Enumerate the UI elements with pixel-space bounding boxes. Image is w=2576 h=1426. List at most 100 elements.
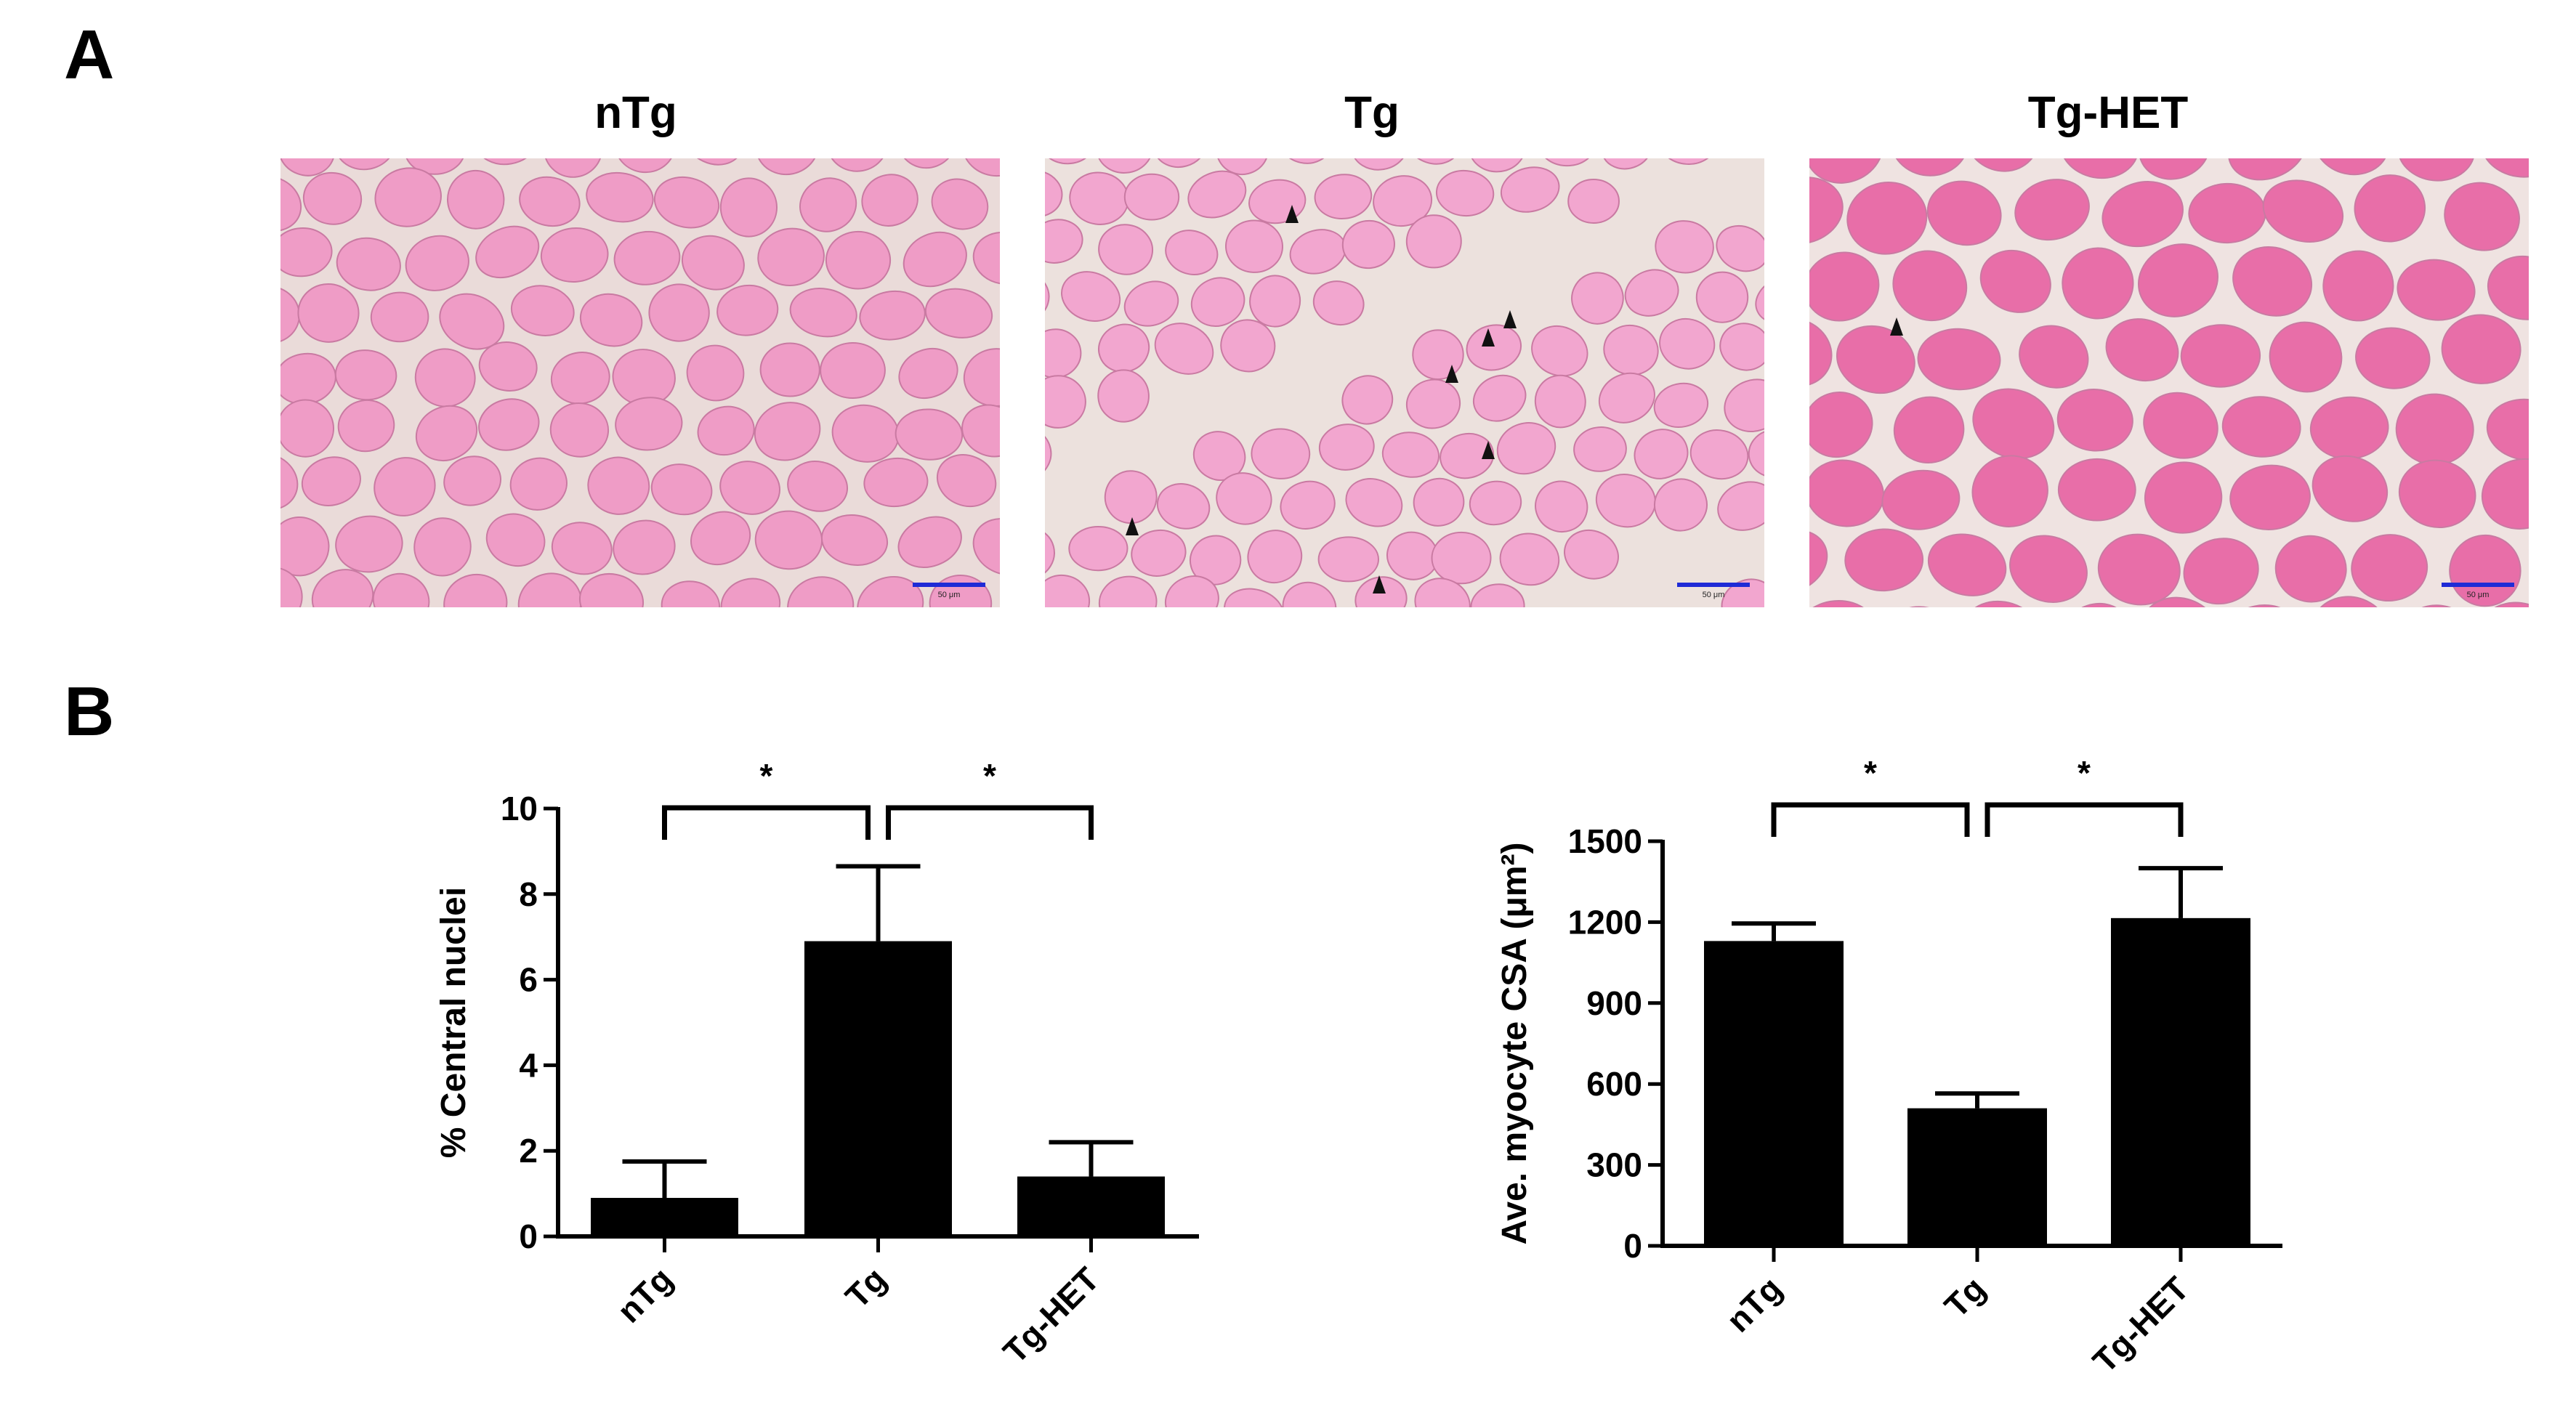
scale-bar-label: 50 μm (938, 591, 961, 599)
muscle-fiber (302, 171, 363, 225)
muscle-fiber (1655, 220, 1714, 274)
muscle-fiber (1573, 426, 1627, 472)
scale-bar-label: 50 μm (2467, 591, 2490, 599)
muscle-fiber (1534, 374, 1586, 429)
arrowhead-marker (1285, 205, 1299, 223)
muscle-fiber (2262, 179, 2344, 243)
muscle-fiber (720, 578, 781, 607)
muscle-fiber (1748, 429, 1764, 478)
muscle-fiber (1717, 481, 1764, 531)
muscle-fiber (2232, 246, 2313, 317)
muscle-fiber (1131, 529, 1187, 577)
muscle-fiber (336, 237, 401, 291)
muscle-fiber (615, 397, 683, 451)
muscle-fiber (405, 235, 469, 291)
significance-bracket (1771, 802, 1970, 837)
muscle-fiber (2009, 535, 2088, 603)
muscle-fiber (543, 158, 603, 178)
muscle-fiber (1187, 170, 1247, 219)
muscle-fiber (1189, 535, 1242, 586)
muscle-fiber (690, 511, 751, 566)
muscle-fiber (1251, 428, 1311, 479)
muscle-fiber (1247, 530, 1303, 584)
muscle-fiber (1564, 529, 1619, 580)
muscle-fiber (2097, 533, 2181, 606)
muscle-fiber (1405, 378, 1461, 429)
muscle-fiber (757, 227, 825, 286)
muscle-fiber (519, 176, 581, 227)
muscle-fiber (2101, 181, 2184, 248)
muscle-fiber (2062, 247, 2134, 320)
muscle-fiber (1096, 158, 1153, 174)
y-tick-label: 10 (501, 790, 538, 827)
muscle-fiber (924, 288, 993, 339)
muscle-fiber (716, 284, 779, 336)
muscle-fiber (1045, 158, 1096, 165)
muscle-fiber (475, 225, 540, 279)
muscle-fiber (2019, 325, 2089, 389)
muscle-fiber (439, 293, 505, 350)
muscle-fiber (1154, 323, 1214, 375)
muscle-fiber (825, 230, 892, 290)
muscle-fiber (681, 235, 745, 291)
muscle-fiber (613, 230, 681, 285)
muscle-fiber (1098, 323, 1150, 373)
muscle-fiber (1318, 424, 1375, 471)
muscle-fiber (1659, 317, 1716, 370)
muscle-fiber (280, 516, 330, 577)
muscle-fiber (2140, 596, 2221, 607)
muscle-fiber (1156, 483, 1211, 530)
x-tick-label: Tg-HET (2086, 1269, 2196, 1380)
muscle-fiber (1624, 269, 1679, 317)
muscle-fiber (404, 158, 466, 175)
muscle-fiber (1653, 382, 1709, 428)
muscle-fiber (311, 569, 374, 607)
muscle-fiber (509, 457, 568, 511)
muscle-fiber (2397, 158, 2476, 182)
muscle-fiber (1098, 575, 1158, 607)
muscle-fiber (2105, 318, 2179, 382)
muscle-fiber (1658, 158, 1718, 165)
muscle-fiber (1216, 472, 1272, 525)
muscle-fiber (2056, 389, 2133, 452)
muscle-fiber (1068, 525, 1128, 572)
muscle-fiber (1314, 174, 1373, 219)
muscle-fiber (280, 158, 336, 177)
arrowhead-marker (1126, 517, 1139, 535)
muscle-fiber (1724, 378, 1764, 432)
muscle-fibers (280, 158, 1000, 607)
muscle-fiber (1466, 324, 1522, 371)
muscle-fiber (1045, 375, 1086, 429)
muscle-fiber (1809, 158, 1884, 184)
muscle-fiber (820, 341, 886, 400)
muscle-fiber (551, 522, 613, 575)
muscle-fiber (1971, 455, 2048, 527)
muscle-fiber (1500, 166, 1560, 213)
muscle-fiber (478, 341, 538, 392)
y-tick-label: 2 (519, 1132, 538, 1170)
muscle-fiber (1280, 480, 1336, 530)
muscle-fiber (2183, 538, 2259, 605)
muscle-fiber (550, 352, 610, 405)
muscle-fiber (897, 516, 962, 568)
muscle-fiber (1654, 478, 1708, 532)
muscle-fiber (2444, 182, 2520, 251)
muscle-fiber (1282, 581, 1337, 607)
muscle-fiber (415, 405, 478, 461)
y-tick-label: 1200 (1568, 903, 1642, 941)
muscle-fiber (578, 573, 645, 607)
y-axis-label: Ave. myocyte CSA (μm²) (1495, 843, 1534, 1245)
muscle-fiber (861, 174, 918, 227)
y-tick-label: 6 (519, 961, 538, 999)
muscle-fiber (661, 580, 721, 607)
bar (1704, 941, 1844, 1246)
muscle-fiber (586, 171, 654, 223)
muscle-fiber (1755, 276, 1764, 324)
muscle-fiber (1098, 224, 1154, 275)
muscle-fiber (297, 283, 360, 343)
muscle-fiber (2180, 324, 2261, 388)
muscle-fiber (1809, 599, 1877, 607)
muscle-fiber (613, 519, 676, 575)
muscle-fiber (1249, 275, 1301, 328)
x-tick-label: Tg (1937, 1269, 1993, 1325)
